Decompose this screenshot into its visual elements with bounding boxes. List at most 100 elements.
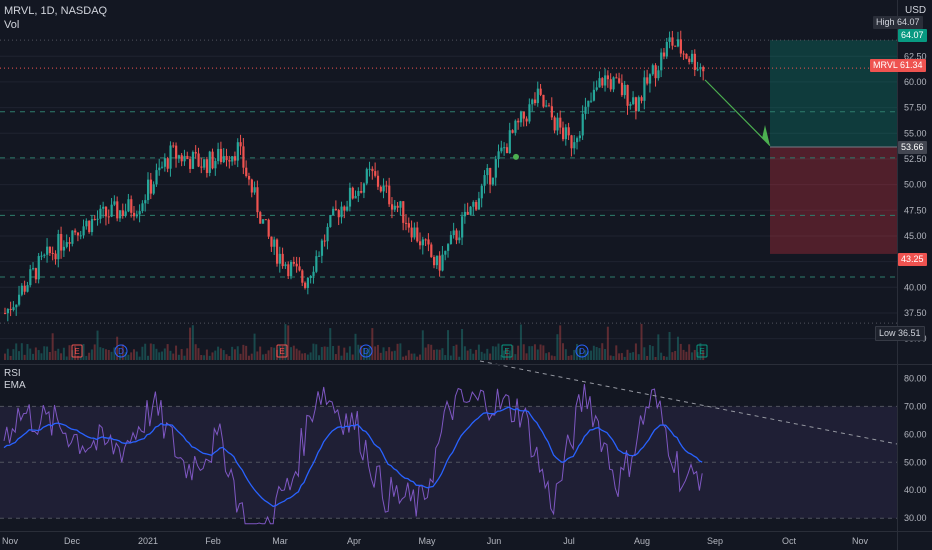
candle-body: [40, 255, 43, 257]
earnings-marker[interactable]: [696, 344, 708, 358]
volume-bar: [197, 348, 200, 360]
volume-bar: [648, 345, 651, 360]
candle-body: [503, 147, 506, 149]
volume-bar: [674, 350, 677, 360]
volume-bar: [514, 354, 517, 360]
symbol-legend[interactable]: MRVL, 1D, NASDAQ: [4, 5, 108, 17]
volume-bar: [528, 346, 531, 360]
alert-dot[interactable]: [513, 153, 519, 160]
candle-body: [657, 70, 660, 79]
target-price-tag: 64.07: [898, 29, 927, 42]
dividend-marker[interactable]: [359, 344, 373, 358]
candle-body: [480, 185, 483, 199]
candle-body: [357, 191, 360, 196]
volume-bar: [104, 349, 107, 360]
candle-body: [564, 127, 567, 140]
volume-bar: [62, 347, 65, 360]
candle-body: [102, 206, 105, 209]
volume-bar: [18, 351, 21, 360]
candle-body: [172, 145, 175, 147]
candle-body: [320, 240, 324, 256]
ema-legend[interactable]: EMA: [4, 380, 26, 391]
volume-bar: [217, 346, 220, 360]
candle-body: [264, 219, 267, 221]
volume-bar: [113, 347, 116, 360]
volume-bar: [183, 355, 186, 360]
earnings-marker[interactable]: [501, 344, 513, 358]
candle-body: [463, 211, 467, 217]
volume-bar: [180, 349, 183, 360]
candle-body: [371, 168, 374, 172]
loss-zone[interactable]: [770, 147, 897, 254]
earnings-marker[interactable]: [71, 344, 83, 358]
volume-legend[interactable]: Vol: [4, 19, 20, 31]
candle-body: [539, 88, 542, 95]
pane-separator[interactable]: [0, 364, 932, 365]
earnings-marker[interactable]: [276, 344, 288, 358]
volume-bar: [374, 346, 377, 360]
volume-bar: [491, 346, 494, 360]
high-marker: High 64.07: [873, 16, 923, 29]
candle-body: [15, 304, 18, 308]
candle-body: [477, 198, 481, 210]
high-label: High: [876, 17, 895, 27]
rsi-tick-label: 50.00: [904, 457, 927, 467]
volume-bar: [545, 353, 548, 360]
candle-body: [592, 89, 596, 101]
candle-body: [259, 212, 262, 224]
candle-body: [536, 88, 539, 104]
volume-bar: [360, 345, 363, 360]
volume-bar: [556, 334, 559, 360]
volume-bar: [270, 347, 273, 360]
rsi-trendline[interactable]: [479, 360, 898, 445]
volume-bar: [469, 348, 472, 360]
time-tick-label: Apr: [347, 536, 361, 546]
candle-body: [96, 218, 99, 220]
volume-bar: [438, 349, 441, 360]
candle-body: [233, 156, 237, 161]
price-axis-separator: [897, 0, 898, 550]
candle-body: [348, 187, 352, 207]
volume-bar: [20, 343, 23, 360]
volume-bar: [9, 355, 12, 360]
candle-body: [587, 100, 590, 107]
candle-body: [315, 256, 318, 272]
projection-arrow[interactable]: [704, 79, 771, 147]
volume-bar: [455, 344, 458, 360]
candle-body: [665, 41, 668, 57]
candle-body: [382, 185, 385, 192]
volume-bar: [424, 347, 427, 360]
candle-body: [147, 179, 150, 201]
candle-body: [326, 226, 329, 242]
candle-body: [696, 69, 699, 71]
candle-body: [497, 151, 500, 160]
candle-body: [598, 78, 601, 88]
dividend-marker[interactable]: [114, 344, 128, 358]
candle-body: [573, 142, 576, 149]
volume-bar: [503, 350, 506, 360]
volume-bar: [553, 356, 556, 360]
profit-zone[interactable]: [770, 40, 897, 148]
dividend-marker[interactable]: [575, 344, 589, 358]
volume-bar: [147, 355, 150, 360]
volume-bar: [494, 346, 497, 360]
volume-bar: [466, 350, 469, 360]
volume-bar: [690, 352, 693, 360]
volume-bar: [609, 355, 612, 360]
volume-bar: [533, 344, 536, 360]
candle-body: [46, 246, 49, 255]
currency-label[interactable]: USD: [905, 5, 927, 16]
volume-bar: [382, 347, 385, 360]
volume-bar: [539, 344, 542, 360]
volume-bar: [660, 352, 663, 360]
candle-body: [449, 235, 453, 245]
volume-bar: [477, 344, 480, 360]
time-tick-label: Nov: [852, 536, 869, 546]
volume-bar: [606, 326, 609, 360]
candle-body: [590, 100, 593, 102]
rsi-legend[interactable]: RSI: [4, 368, 21, 379]
candle-body: [421, 239, 424, 246]
volume-bar: [138, 356, 141, 360]
candle-body: [651, 65, 654, 75]
